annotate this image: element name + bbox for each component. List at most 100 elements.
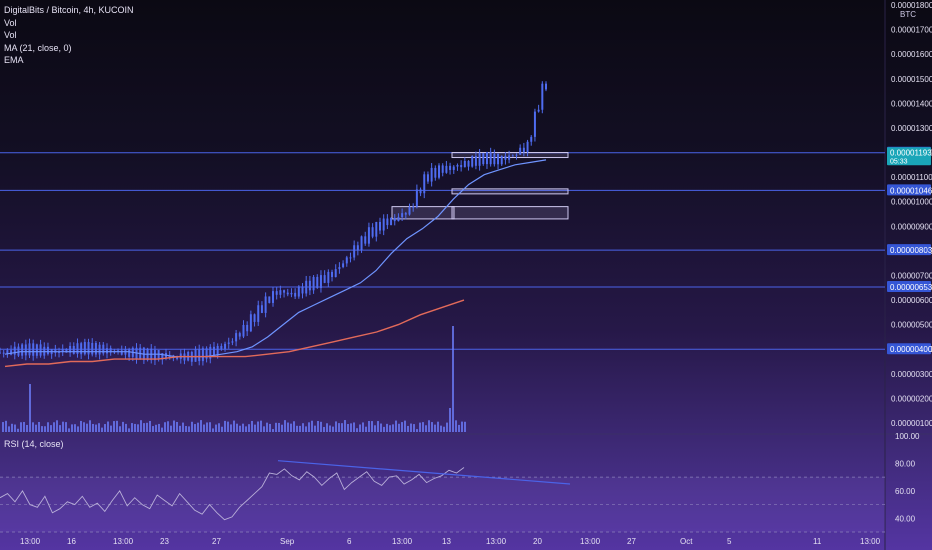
symbol-title[interactable]: DigitalBits / Bitcoin, 4h, KUCOIN bbox=[4, 5, 134, 15]
volume-bar bbox=[65, 422, 67, 432]
rsi-indicator-label[interactable]: RSI (14, close) bbox=[4, 439, 64, 449]
price-level-tag bbox=[887, 184, 931, 196]
volume-bar bbox=[392, 424, 394, 432]
volume-bar bbox=[185, 426, 187, 432]
volume-bar bbox=[368, 420, 370, 432]
volume-bar bbox=[374, 425, 376, 432]
volume-bar bbox=[161, 427, 163, 432]
volume-bar bbox=[365, 426, 367, 432]
candle-body bbox=[275, 291, 278, 295]
candle-body bbox=[283, 290, 286, 293]
candle-body bbox=[87, 342, 90, 355]
candle-body bbox=[13, 346, 16, 355]
volume-bar bbox=[296, 425, 298, 432]
candle-body bbox=[194, 349, 197, 362]
rsi-tick-label: 60.00 bbox=[895, 487, 916, 496]
time-tick-label: 13:00 bbox=[486, 537, 507, 546]
candle-body bbox=[408, 206, 411, 215]
price-tick-label: 0.00001100 bbox=[891, 173, 932, 182]
candle-body bbox=[65, 348, 68, 353]
volume-bar bbox=[122, 421, 124, 432]
time-tick-label: 6 bbox=[347, 537, 352, 546]
candle-body bbox=[412, 206, 415, 208]
volume-bar bbox=[404, 420, 406, 432]
candle-body bbox=[537, 109, 540, 112]
candle-body bbox=[489, 152, 492, 165]
candle-body bbox=[415, 189, 418, 207]
volume-bar bbox=[323, 426, 325, 432]
price-level-tag-label: 0.00000400 bbox=[890, 345, 932, 354]
volume-bar bbox=[362, 422, 364, 432]
time-tick-label: 13:00 bbox=[860, 537, 881, 546]
time-tick-label: 13 bbox=[442, 537, 451, 546]
candle-body bbox=[260, 305, 263, 313]
volume-bar bbox=[134, 423, 136, 432]
volume-bar bbox=[71, 424, 73, 432]
volume-bar bbox=[83, 422, 85, 432]
candle-body bbox=[493, 153, 496, 165]
candle-body bbox=[375, 221, 378, 237]
candle-body bbox=[364, 236, 367, 244]
volume-bar bbox=[425, 425, 427, 432]
price-level-tag bbox=[887, 281, 931, 293]
volume-bar bbox=[44, 426, 46, 432]
time-tick-label: 11 bbox=[813, 537, 822, 546]
ema-indicator-label[interactable]: EMA bbox=[4, 55, 24, 65]
candle-body bbox=[294, 292, 297, 297]
volume-bar bbox=[245, 426, 247, 432]
time-tick-label: 16 bbox=[67, 537, 76, 546]
price-level-tag bbox=[887, 343, 931, 355]
candle-body bbox=[356, 245, 359, 251]
candle-body bbox=[452, 166, 455, 170]
candle-body bbox=[117, 350, 120, 352]
volume-bar bbox=[125, 423, 127, 432]
current-price-tag bbox=[887, 147, 931, 166]
candle-body bbox=[198, 349, 201, 362]
rsi-band bbox=[0, 477, 885, 532]
volume-bar bbox=[2, 422, 4, 432]
candle-body bbox=[201, 348, 204, 362]
candle-body bbox=[69, 346, 72, 353]
candle-body bbox=[382, 218, 385, 231]
volume-bar bbox=[206, 422, 208, 432]
candle-body bbox=[301, 286, 304, 294]
time-tick-label: 27 bbox=[627, 537, 636, 546]
volume-bar bbox=[320, 421, 322, 432]
volume-bar bbox=[398, 423, 400, 432]
volume-bar bbox=[158, 423, 160, 432]
range-box bbox=[451, 206, 569, 220]
volume-bar bbox=[170, 425, 172, 432]
volume-bar bbox=[182, 422, 184, 432]
candle-body bbox=[209, 346, 212, 359]
volume-indicator-label[interactable]: Vol bbox=[4, 30, 17, 40]
price-tick-label: 0.00000700 bbox=[891, 271, 932, 280]
volume-bar bbox=[137, 424, 139, 432]
volume-bar bbox=[152, 426, 154, 432]
volume-bar bbox=[344, 420, 346, 432]
candle-body bbox=[231, 341, 234, 343]
volume-indicator-label[interactable]: Vol bbox=[4, 17, 17, 28]
current-price-countdown: 05:33 bbox=[890, 158, 908, 165]
candle-body bbox=[500, 155, 503, 165]
volume-bar bbox=[455, 420, 457, 432]
candle-body bbox=[545, 83, 547, 90]
volume-bar bbox=[176, 421, 178, 432]
volume-bar bbox=[266, 422, 268, 432]
volume-bar bbox=[17, 428, 19, 432]
candle-body bbox=[257, 305, 260, 322]
volume-bar bbox=[155, 424, 157, 432]
candle-body bbox=[386, 218, 389, 226]
volume-bar bbox=[215, 424, 217, 432]
candle-body bbox=[360, 236, 363, 251]
volume-bar bbox=[419, 422, 421, 432]
rsi-trend-line bbox=[277, 460, 571, 485]
volume-bar bbox=[113, 421, 115, 432]
ma-indicator-label[interactable]: MA (21, close, 0) bbox=[4, 42, 72, 53]
volume-bar bbox=[149, 420, 151, 432]
volume-bar bbox=[407, 425, 409, 432]
candle-body bbox=[264, 296, 267, 313]
candle-body bbox=[249, 314, 252, 332]
candle-body bbox=[305, 280, 308, 294]
